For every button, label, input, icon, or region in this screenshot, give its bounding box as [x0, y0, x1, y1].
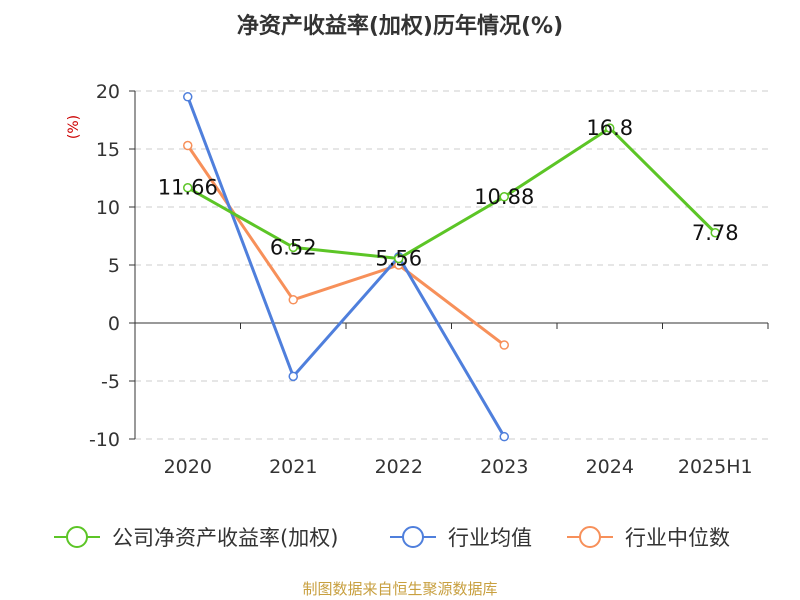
series-point: [183, 182, 193, 193]
series-line-2: [186, 144, 506, 347]
x-tick-label: 2020: [164, 456, 212, 478]
chart-title: 净资产收益率(加权)历年情况(%): [237, 13, 563, 39]
legend[interactable]: 公司净资产收益率(加权) 行业均值 行业中位数: [54, 526, 730, 550]
data-label: 7.78: [692, 221, 739, 245]
y-tick-label: 0: [108, 313, 120, 335]
y-tick-label: 20: [96, 81, 120, 103]
data-label: 16.8: [586, 116, 633, 140]
x-tick-label: 2021: [269, 456, 317, 478]
legend-marker: [66, 526, 88, 548]
series-point: [183, 92, 193, 102]
series-point: [605, 123, 615, 133]
x-tick-label: 2024: [586, 456, 634, 478]
legend-item-0[interactable]: 公司净资产收益率(加权): [54, 526, 338, 550]
series-point: [394, 253, 404, 264]
data-label: 6.52: [270, 235, 317, 259]
data-label: 10.88: [474, 185, 534, 209]
y-axis-label: (%): [66, 115, 82, 139]
x-tick-label: 2022: [375, 456, 423, 478]
legend-label: 行业中位数: [625, 526, 730, 550]
y-tick-label: 15: [96, 139, 120, 161]
data-label: 11.66: [158, 176, 218, 200]
legend-marker: [579, 526, 601, 548]
x-tick-label: 2023: [480, 456, 528, 478]
legend-label: 行业均值: [448, 526, 532, 550]
series-lines: [183, 92, 720, 442]
series-point: [499, 431, 509, 442]
series-point: [288, 295, 298, 305]
source-note: 制图数据来自恒生聚源数据库: [302, 580, 497, 598]
series-line-0: [187, 126, 717, 261]
series-point: [499, 192, 509, 202]
series-point: [710, 228, 720, 238]
legend-label: 公司净资产收益率(加权): [112, 526, 338, 550]
series-line-1: [186, 96, 506, 438]
y-tick-label: -5: [101, 371, 120, 393]
data-label: 5.56: [375, 247, 422, 271]
y-tick-label: 5: [108, 255, 120, 277]
legend-item-1[interactable]: 行业均值: [390, 526, 532, 550]
series-point: [288, 242, 298, 253]
series-point: [288, 371, 298, 382]
y-tick-label: 10: [96, 197, 120, 219]
series-point: [183, 140, 193, 151]
y-tick-label: -10: [89, 429, 120, 451]
legend-marker: [402, 526, 424, 548]
grid-lines: [135, 90, 768, 440]
x-tick-label: 2025H1: [678, 456, 753, 478]
series-point: [499, 340, 509, 350]
data-labels: 11.66 6.52 5.56 10.88 16.8 7.78: [158, 116, 739, 270]
legend-item-2[interactable]: 行业中位数: [567, 526, 730, 550]
